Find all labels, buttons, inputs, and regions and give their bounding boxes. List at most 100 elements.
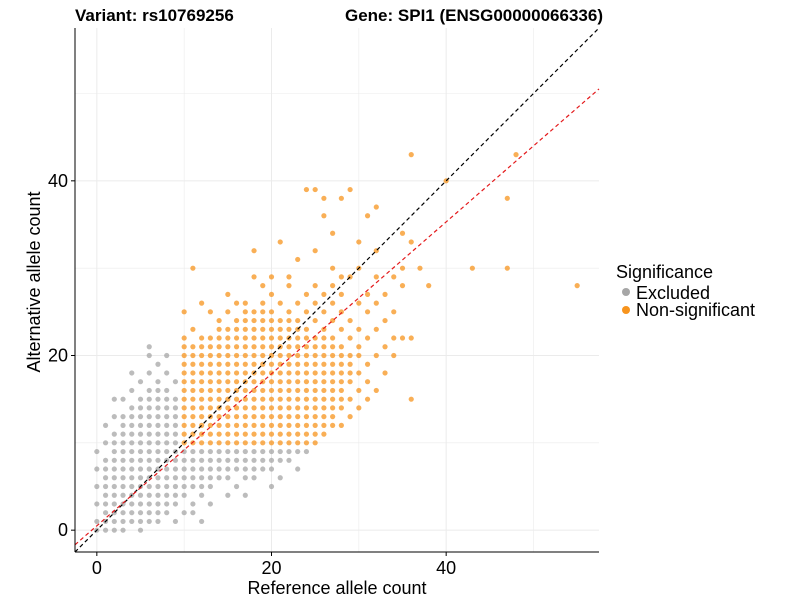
point-non-significant — [303, 379, 310, 385]
point-non-significant — [286, 283, 292, 289]
point-excluded — [137, 431, 144, 437]
point-non-significant — [312, 352, 318, 359]
point-non-significant — [364, 309, 371, 315]
point-non-significant — [242, 387, 248, 394]
point-excluded — [120, 440, 126, 446]
point-non-significant — [268, 440, 275, 446]
point-excluded — [181, 483, 187, 490]
y-tick-label: 0 — [58, 520, 68, 540]
point-excluded — [225, 448, 231, 455]
point-non-significant — [303, 405, 310, 411]
point-non-significant — [312, 422, 318, 428]
point-excluded — [268, 457, 275, 463]
point-excluded — [172, 396, 179, 402]
point-non-significant — [233, 431, 240, 437]
point-non-significant — [321, 309, 327, 315]
point-non-significant — [303, 309, 310, 315]
point-excluded — [172, 457, 179, 463]
point-non-significant — [277, 326, 283, 332]
tick-labels: 0 20 40 0 20 40 — [48, 171, 456, 578]
point-excluded — [146, 510, 152, 516]
point-non-significant — [303, 326, 310, 332]
point-excluded — [137, 518, 144, 525]
point-non-significant — [295, 422, 301, 428]
points-layer — [94, 152, 580, 533]
point-non-significant — [286, 370, 292, 376]
point-non-significant — [321, 431, 327, 437]
point-non-significant — [260, 309, 266, 315]
point-non-significant — [190, 361, 196, 367]
point-non-significant — [295, 387, 301, 394]
point-non-significant — [321, 344, 327, 350]
point-excluded — [146, 370, 152, 376]
point-excluded — [120, 457, 126, 463]
point-non-significant — [216, 379, 222, 385]
point-non-significant — [277, 370, 283, 376]
point-non-significant — [199, 344, 205, 350]
point-excluded — [268, 483, 275, 490]
point-non-significant — [233, 352, 240, 359]
point-non-significant — [207, 370, 213, 376]
point-non-significant — [338, 344, 344, 350]
point-non-significant — [251, 396, 257, 402]
point-non-significant — [295, 370, 301, 376]
point-non-significant — [225, 344, 231, 350]
point-non-significant — [286, 414, 292, 420]
point-excluded — [172, 414, 179, 420]
point-non-significant — [321, 405, 327, 411]
point-excluded — [190, 457, 196, 463]
point-excluded — [155, 518, 161, 525]
point-non-significant — [207, 309, 213, 315]
point-excluded — [233, 466, 240, 472]
point-excluded — [120, 448, 126, 455]
point-excluded — [207, 501, 213, 507]
point-excluded — [111, 501, 117, 507]
point-excluded — [146, 405, 152, 411]
point-excluded — [155, 501, 161, 507]
point-non-significant — [181, 335, 187, 341]
point-non-significant — [338, 195, 344, 201]
point-excluded — [129, 431, 135, 437]
legend-swatch-excluded — [622, 288, 630, 296]
point-non-significant — [277, 317, 283, 324]
point-excluded — [155, 387, 161, 394]
point-excluded — [172, 466, 179, 472]
point-excluded — [102, 440, 109, 446]
point-excluded — [146, 518, 152, 525]
y-tick-label: 40 — [48, 171, 68, 191]
point-non-significant — [286, 440, 292, 446]
point-excluded — [137, 414, 144, 420]
point-non-significant — [190, 379, 196, 385]
point-excluded — [199, 457, 205, 463]
point-non-significant — [330, 300, 336, 306]
point-excluded — [172, 379, 179, 385]
point-non-significant — [330, 414, 336, 420]
point-non-significant — [312, 248, 318, 254]
point-non-significant — [303, 396, 310, 402]
point-non-significant — [295, 414, 301, 420]
point-excluded — [102, 466, 109, 472]
point-non-significant — [216, 326, 222, 332]
point-excluded — [102, 457, 109, 463]
point-excluded — [164, 387, 170, 394]
point-excluded — [190, 510, 196, 516]
point-non-significant — [190, 414, 196, 420]
point-non-significant — [408, 335, 414, 341]
point-non-significant — [242, 440, 248, 446]
point-non-significant — [330, 283, 336, 289]
point-non-significant — [233, 414, 240, 420]
point-non-significant — [399, 230, 406, 236]
point-non-significant — [207, 361, 213, 367]
point-excluded — [102, 510, 109, 516]
point-non-significant — [251, 414, 257, 420]
y-axis-title: Alternative allele count — [24, 191, 44, 372]
point-non-significant — [233, 344, 240, 350]
point-non-significant — [225, 326, 231, 332]
point-excluded — [164, 448, 170, 455]
point-non-significant — [277, 422, 283, 428]
point-non-significant — [303, 352, 310, 359]
point-excluded — [216, 466, 222, 472]
point-excluded — [286, 448, 292, 455]
point-non-significant — [277, 335, 283, 341]
